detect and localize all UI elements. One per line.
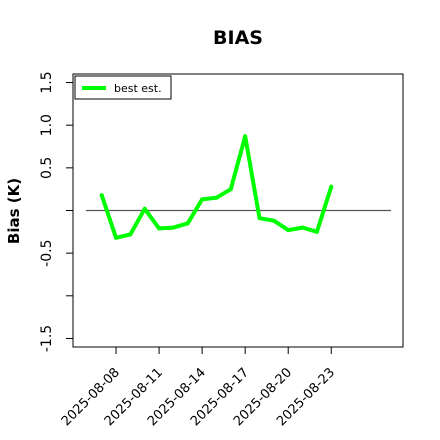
data-point [271,218,276,223]
y-tick-label: 1.0 [39,114,55,136]
data-point [300,225,305,230]
y-axis: -1.5 -0.5 0.5 1.0 1.5 [39,71,73,352]
data-point [157,226,162,231]
y-tick-label: -1.5 [39,325,55,352]
y-tick-label: -0.5 [39,239,55,266]
data-point [257,216,262,221]
y-tick-label: 0.5 [39,157,55,179]
series-layer [99,134,334,240]
chart-title: BIAS [213,27,263,49]
data-point [142,206,147,211]
legend: best est. [74,75,172,100]
data-point [214,195,219,200]
legend-box [74,75,172,100]
data-point [286,228,291,233]
data-point [171,225,176,230]
legend-label: best est. [114,82,162,95]
y-axis-label: Bias (K) [5,178,23,244]
y-tick-label: 1.5 [39,71,55,93]
data-point [243,134,248,139]
data-point [114,235,119,240]
data-point [228,187,233,192]
data-point [200,197,205,202]
data-point [329,184,334,189]
data-point [128,232,133,237]
data-point [185,221,190,226]
data-point [99,193,104,198]
x-axis: 2025-08-082025-08-112025-08-142025-08-17… [59,347,338,429]
series-line [99,134,334,240]
data-point [314,229,319,234]
